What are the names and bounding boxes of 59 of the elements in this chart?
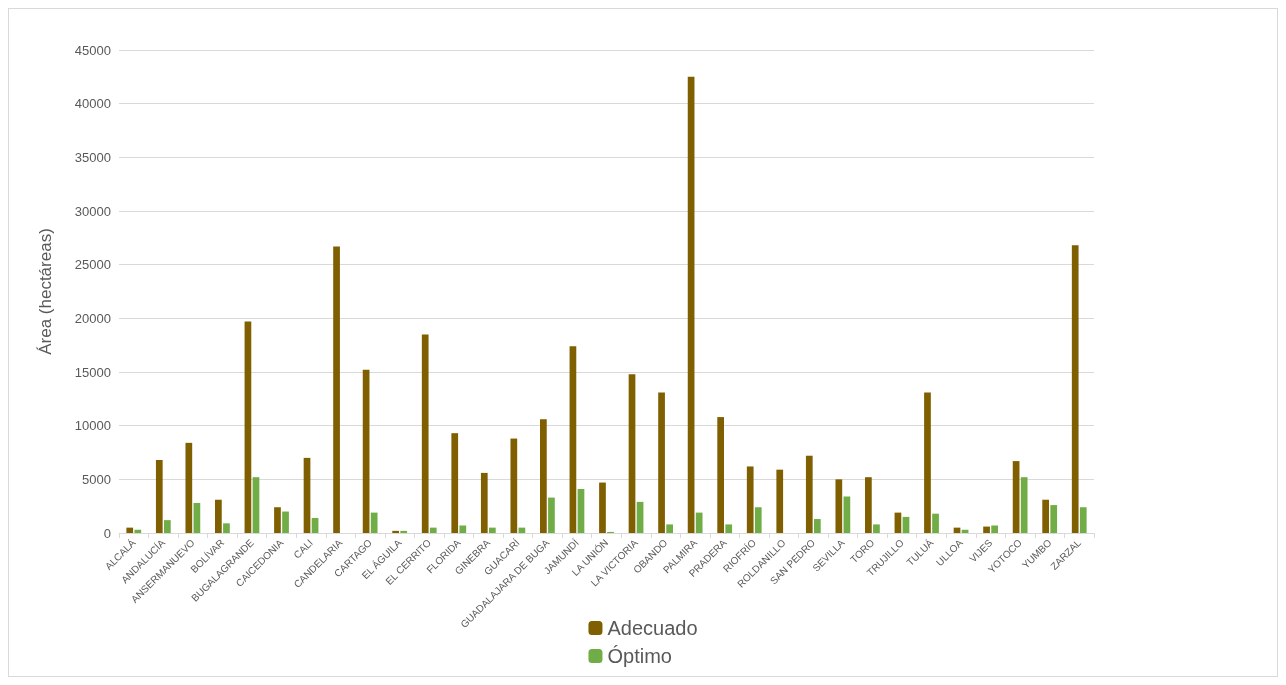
bar [223,523,230,533]
bar [835,479,843,533]
legend-label: Adecuado [607,617,698,639]
bar [924,392,931,533]
bar [155,460,163,533]
y-tick-label: 25000 [74,257,111,273]
bar [991,525,998,533]
bar [932,513,939,533]
y-tick-label: 20000 [74,310,111,326]
bar [421,334,429,533]
bar [480,472,488,533]
y-tick-label: 30000 [74,203,111,219]
bar [717,417,725,533]
bar [400,530,408,533]
bar [1020,477,1028,533]
y-tick-label: 40000 [74,96,111,112]
legend-label: Óptimo [607,645,672,667]
bar [805,455,813,533]
bar [134,529,142,533]
bar [658,392,665,533]
bar [1071,245,1079,533]
bar [252,477,260,533]
bar [510,438,518,533]
bar [873,524,880,533]
bar [746,466,754,533]
bar [163,520,171,533]
y-tick-label: 45000 [74,42,111,58]
y-tick-label: 5000 [82,471,111,487]
bar [370,512,378,533]
bar [813,519,821,533]
bar [215,499,222,533]
bar [451,433,459,533]
bar [666,524,673,533]
bar [488,527,496,533]
bar [548,497,555,533]
y-axis-title: Área (hectáreas) [36,228,55,355]
bar [185,442,193,533]
bar [865,477,872,533]
bar [754,507,762,533]
bar [599,482,606,533]
bar [274,507,281,533]
bar [725,524,733,533]
y-tick-label: 15000 [74,364,111,380]
bar [983,526,990,533]
bar [392,530,400,533]
y-tick-label: 0 [103,525,111,541]
bar [459,525,467,533]
bar [1042,499,1050,533]
bar [333,246,340,533]
y-tick-label: 35000 [74,149,111,165]
bar [1079,507,1087,533]
bar [1050,505,1058,533]
bar [776,469,784,533]
bar [282,511,289,533]
bar [429,527,437,533]
y-tick-label: 10000 [74,418,111,434]
bar [540,419,547,533]
bar [695,512,703,533]
bar [126,527,134,533]
